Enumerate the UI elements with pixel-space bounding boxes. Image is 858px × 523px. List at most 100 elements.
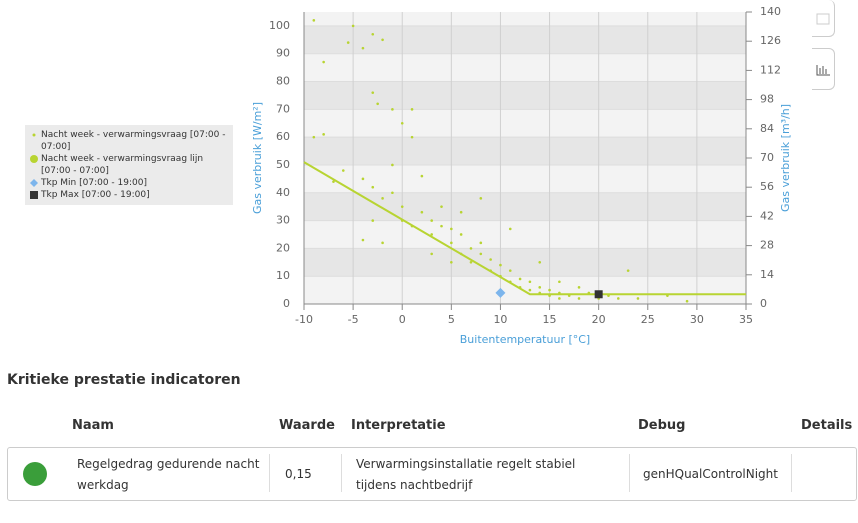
scatter-point bbox=[577, 297, 581, 300]
scatter-point bbox=[626, 269, 630, 272]
name-cell: Regelgedrag gedurende nacht werkdag bbox=[77, 457, 260, 492]
scatter-point bbox=[391, 108, 394, 111]
x-tick-label: 0 bbox=[399, 313, 406, 326]
y-tick-label: 90 bbox=[276, 47, 290, 60]
scatter-point bbox=[376, 102, 379, 106]
x-tick-label: 35 bbox=[739, 313, 753, 326]
y-tick-label: 50 bbox=[276, 158, 290, 171]
scatter-point bbox=[459, 233, 463, 236]
scatter-point bbox=[538, 260, 542, 264]
legend-label: Nacht week - verwarmingsvraag [07:00 - 0… bbox=[41, 130, 226, 152]
column-header: Waarde bbox=[279, 418, 335, 433]
scatter-point bbox=[371, 32, 375, 36]
separator bbox=[269, 454, 270, 492]
scatter-point bbox=[381, 241, 384, 245]
x-tick-label: 25 bbox=[641, 313, 655, 326]
scatter-point bbox=[371, 185, 375, 189]
legend-item[interactable]: Nacht week - verwarmingsvraag lijn [07:0… bbox=[29, 153, 229, 177]
square-marker bbox=[594, 290, 603, 299]
y2-tick-label: 56 bbox=[760, 180, 774, 193]
y2-tick-label: 70 bbox=[760, 151, 774, 164]
scatter-point bbox=[558, 297, 561, 300]
y2-tick-label: 112 bbox=[760, 63, 781, 76]
x-tick-label: 30 bbox=[690, 313, 704, 326]
scatter-point bbox=[346, 41, 350, 44]
scatter-point bbox=[636, 297, 640, 300]
scatter-point bbox=[479, 241, 483, 245]
scatter-point bbox=[508, 227, 512, 231]
regression-line bbox=[303, 161, 746, 296]
scatter-point bbox=[508, 269, 512, 272]
image-icon bbox=[816, 13, 830, 25]
scatter-point bbox=[469, 260, 473, 264]
chart-button[interactable] bbox=[812, 48, 835, 90]
y2-tick-label: 84 bbox=[760, 122, 774, 135]
plot-band bbox=[304, 81, 746, 110]
scatter-point bbox=[450, 260, 453, 264]
scatter-point bbox=[450, 227, 453, 231]
scatter-point bbox=[479, 252, 483, 256]
scatter-point bbox=[332, 180, 335, 183]
scatter-point bbox=[577, 286, 581, 289]
y2-tick-label: 42 bbox=[760, 209, 774, 222]
scatter-point bbox=[361, 177, 365, 181]
x-axis-label: Buitentemperatuur [°C] bbox=[460, 333, 590, 346]
scatter-point bbox=[420, 210, 424, 214]
scatter-point bbox=[528, 288, 532, 292]
scatter-point bbox=[391, 163, 394, 167]
scatter-point bbox=[685, 299, 689, 303]
scatter-point bbox=[312, 19, 316, 22]
y2-tick-label: 14 bbox=[760, 268, 774, 281]
separator bbox=[629, 454, 630, 492]
scatter-point bbox=[430, 219, 433, 222]
diamond-marker bbox=[495, 287, 506, 298]
scatter-point bbox=[450, 241, 453, 245]
y2-tick-label: 0 bbox=[760, 297, 767, 310]
x-tick-label: -10 bbox=[295, 313, 313, 326]
y2-axis-label: Gas verbruik [m³/h] bbox=[779, 104, 792, 212]
legend-item[interactable]: Tkp Min [07:00 - 19:00] bbox=[29, 177, 229, 189]
scatter-point bbox=[312, 135, 316, 139]
scatter-point bbox=[459, 210, 463, 214]
debug-cell: genHQualControlNight bbox=[643, 467, 778, 481]
legend-label: Tkp Min [07:00 - 19:00] bbox=[41, 178, 147, 188]
column-header: Naam bbox=[72, 418, 114, 433]
scatter-point bbox=[371, 219, 375, 222]
y-tick-label: 100 bbox=[269, 19, 290, 32]
legend: Nacht week - verwarmingsvraag [07:00 - 0… bbox=[25, 125, 233, 205]
scatter-point bbox=[469, 247, 473, 250]
scatter-point bbox=[440, 224, 443, 228]
scatter-point bbox=[430, 233, 433, 236]
plot-band bbox=[304, 192, 746, 221]
image-button[interactable] bbox=[812, 0, 835, 37]
legend-item[interactable]: Tkp Max [07:00 - 19:00] bbox=[29, 189, 229, 201]
y-tick-label: 20 bbox=[276, 241, 290, 254]
y-axis-label: Gas verbruik [W/m²] bbox=[251, 102, 264, 214]
y-tick-label: 80 bbox=[276, 75, 290, 88]
y-tick-label: 0 bbox=[283, 297, 290, 310]
value-cell: 0,15 bbox=[285, 467, 312, 481]
scatter-point bbox=[440, 205, 443, 208]
scatter-point bbox=[371, 91, 375, 94]
scatter-point bbox=[361, 46, 365, 50]
y2-tick-label: 140 bbox=[760, 5, 781, 18]
plot-band bbox=[304, 248, 746, 277]
scatter-point bbox=[400, 121, 404, 125]
x-tick-label: 20 bbox=[592, 313, 606, 326]
scatter-point bbox=[489, 258, 492, 261]
column-header: Details bbox=[801, 418, 853, 433]
legend-item[interactable]: Nacht week - verwarmingsvraag [07:00 - 0… bbox=[29, 129, 229, 153]
scatter-point bbox=[558, 280, 561, 284]
column-header: Interpretatie bbox=[351, 418, 446, 433]
y2-tick-label: 28 bbox=[760, 239, 774, 252]
scatter-point bbox=[381, 197, 384, 200]
plot-band bbox=[304, 137, 746, 165]
y-tick-label: 10 bbox=[276, 269, 290, 282]
interpretation-cell: Verwarmingsinstallatie regelt stabiel ti… bbox=[356, 457, 576, 492]
separator bbox=[791, 454, 792, 492]
legend-label: Nacht week - verwarmingsvraag lijn [07:0… bbox=[41, 154, 204, 176]
scatter-point bbox=[420, 174, 424, 178]
x-tick-label: 15 bbox=[543, 313, 557, 326]
x-tick-label: 10 bbox=[493, 313, 507, 326]
scatter-point bbox=[322, 133, 325, 136]
